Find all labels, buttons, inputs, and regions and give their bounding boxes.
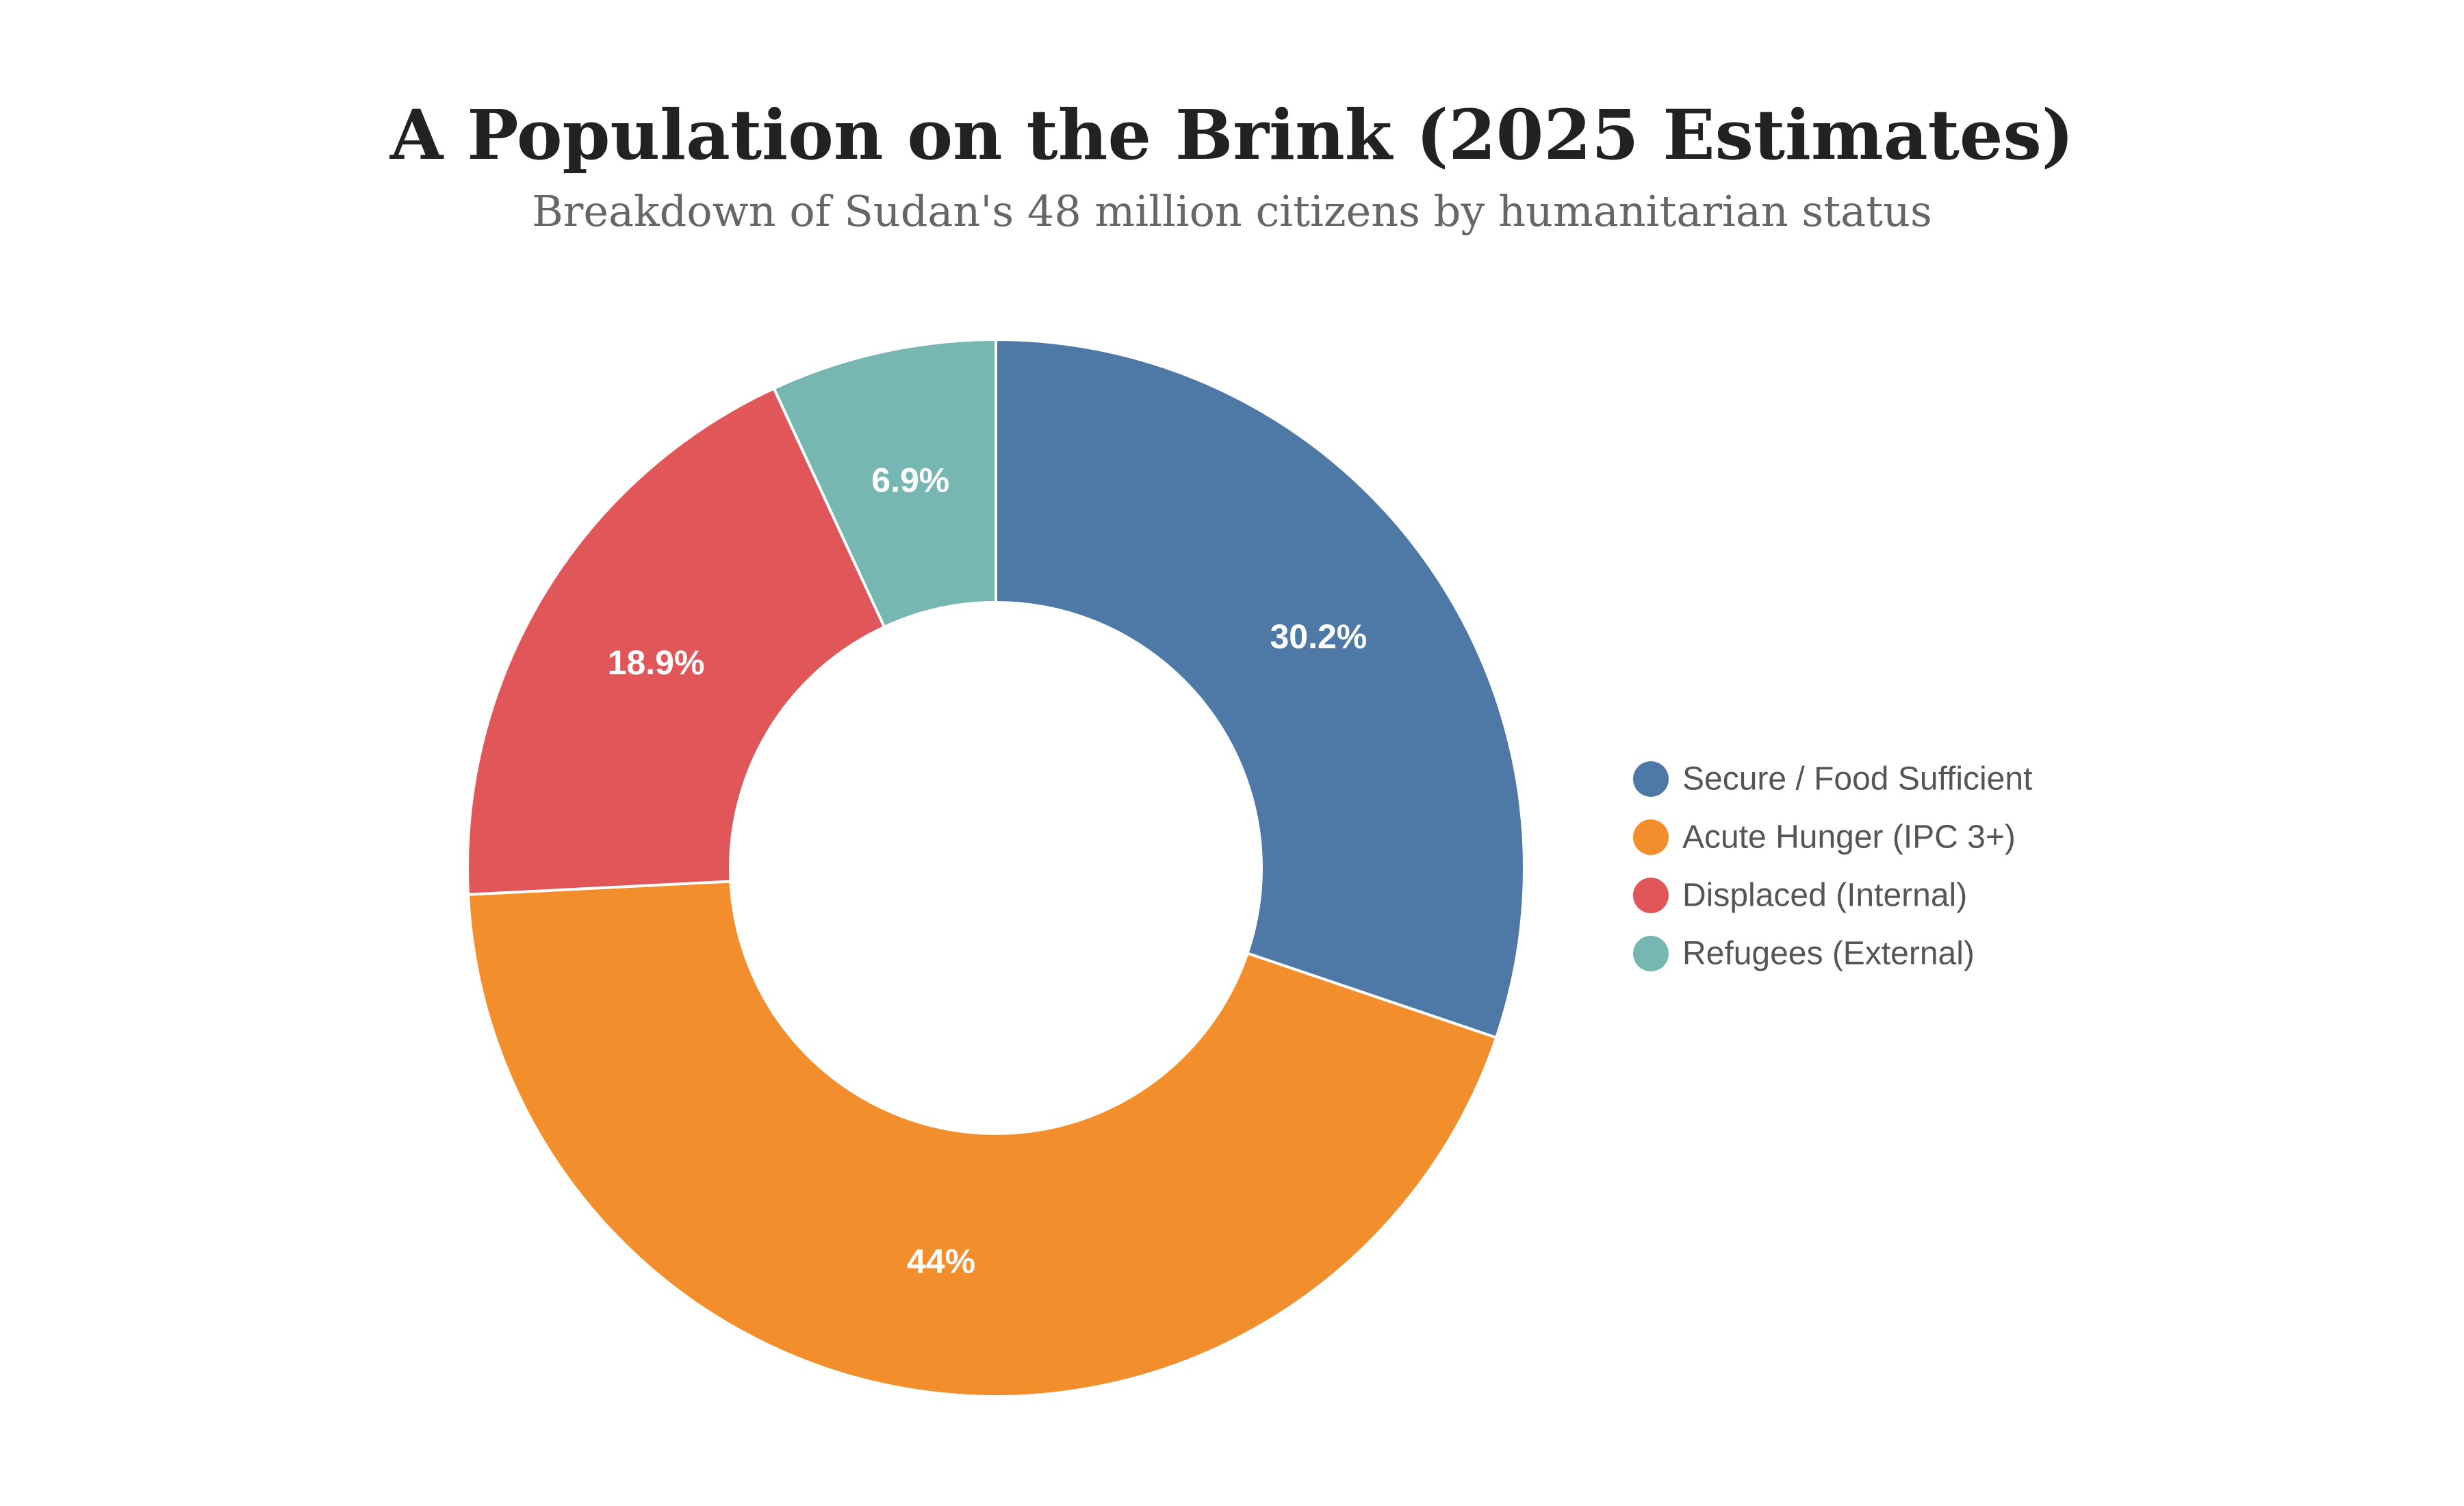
slice-label-1: 44% [907,1242,975,1280]
slice-3 [772,337,997,629]
legend-swatch-3 [1633,936,1669,971]
slice-labels-group: 30.2% 44% 18.9% 6.9% [608,461,1368,1281]
legend-swatch-0 [1633,761,1669,797]
slice-label-0: 30.2% [1270,617,1367,656]
slice-label-3: 6.9% [871,461,949,500]
legend-swatch-1 [1633,819,1669,855]
slice-1 [466,880,1498,1398]
slice-0 [994,337,1526,1040]
legend-label-2: Displaced (Internal) [1682,878,1967,914]
chart-subtitle: Breakdown of Sudan's 48 million citizens… [532,186,1932,236]
chart-title: A Population on the Brink (2025 Estimate… [389,94,2074,175]
legend-swatch-2 [1633,878,1669,913]
legend-label-1: Acute Hunger (IPC 3+) [1682,819,2016,856]
legend-label-3: Refugees (External) [1682,936,1975,972]
legend-label-0: Secure / Food Sufficient [1682,761,2032,797]
slice-2 [466,386,886,896]
slice-label-2: 18.9% [608,643,705,682]
legend: Secure / Food Sufficient Acute Hunger (IP… [1633,761,2032,972]
slices-group [466,337,1526,1398]
